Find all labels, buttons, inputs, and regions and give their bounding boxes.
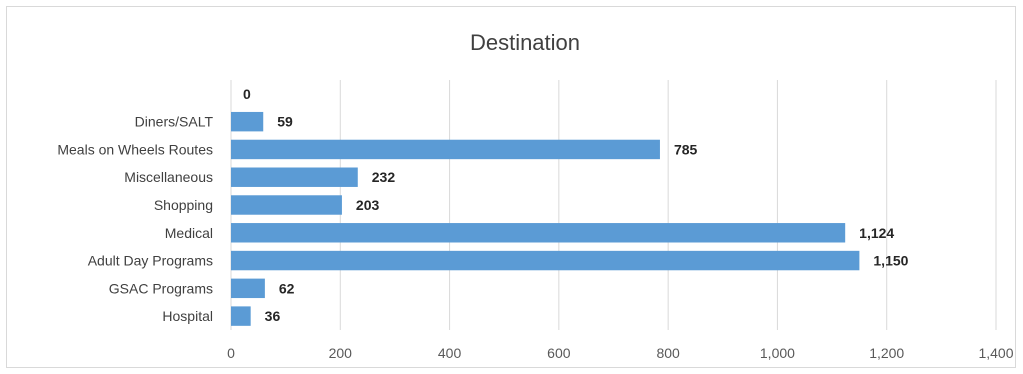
x-axis-tick-labels: 0 200 400 600 800 1,000 1,200 1,400 [227,345,1014,361]
category-label: Adult Day Programs [88,253,213,269]
bars [231,111,860,326]
category-label: Medical [165,225,213,241]
bar [231,223,846,243]
data-label: 232 [372,169,396,185]
category-label: Miscellaneous [124,169,213,185]
bar [231,250,860,271]
category-label: Hospital [162,308,213,324]
data-label: 62 [279,280,295,296]
data-label: 59 [277,114,293,130]
category-label: Meals on Wheels Routes [57,141,213,157]
x-tick-label: 400 [438,345,462,361]
data-labels: 0 59 785 232 203 1,124 1,150 62 36 [243,86,909,324]
x-tick-label: 1,400 [978,345,1013,361]
bar [231,278,265,299]
x-tick-label: 1,200 [869,345,904,361]
x-tick-label: 200 [329,345,353,361]
x-tick-label: 1,000 [760,345,795,361]
data-label: 1,150 [873,253,908,269]
data-label: 0 [243,86,251,102]
bar [231,195,342,215]
bar [231,167,358,187]
bar [231,306,251,326]
chart-frame [6,6,1016,368]
category-labels: Diners/SALT Meals on Wheels Routes Miscell… [57,114,213,324]
data-label: 1,124 [859,225,894,241]
category-label: GSAC Programs [109,280,213,296]
category-label: Diners/SALT [135,114,214,130]
x-tick-label: 600 [547,345,571,361]
x-tick-label: 800 [656,345,680,361]
chart-title: Destination [470,30,580,55]
data-label: 785 [674,141,698,157]
category-label: Shopping [154,197,213,213]
x-tick-label: 0 [227,345,235,361]
data-label: 36 [265,308,281,324]
bar [231,111,264,132]
bar [231,139,660,160]
gridlines [230,80,997,330]
data-label: 203 [356,197,380,213]
